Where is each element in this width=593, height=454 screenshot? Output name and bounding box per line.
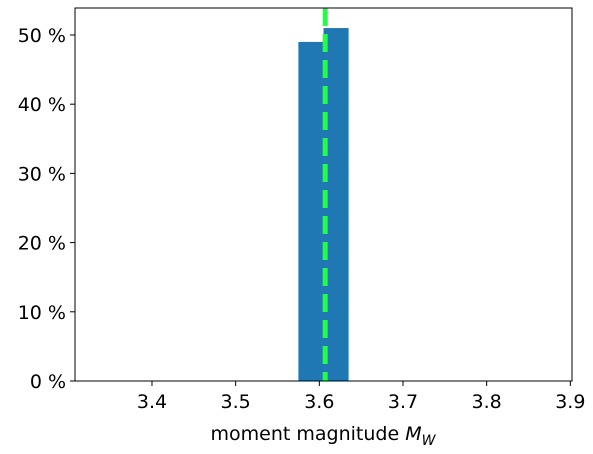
x-label-text: moment magnitude — [211, 423, 400, 445]
x-tick-label: 3.6 — [304, 391, 334, 413]
plot-frame — [74, 7, 573, 382]
x-label-subscript: W — [422, 433, 437, 449]
y-tick-label: 40 % — [18, 94, 66, 116]
x-tick-label: 3.5 — [221, 391, 251, 413]
x-tick-label: 3.7 — [388, 391, 418, 413]
y-tick-label: 10 % — [18, 302, 66, 324]
y-tick-label: 20 % — [18, 233, 66, 255]
x-tick-label: 3.4 — [137, 391, 167, 413]
y-tick-label: 0 % — [30, 371, 66, 393]
x-tick-label: 3.9 — [555, 391, 585, 413]
x-tick-label: 3.8 — [472, 391, 502, 413]
bar — [298, 41, 324, 382]
x-label-symbol: M — [405, 423, 421, 445]
y-tick-label: 30 % — [18, 163, 66, 185]
bar — [323, 28, 349, 382]
y-tick-label: 50 % — [18, 25, 66, 47]
x-axis-label: moment magnitude MW — [211, 423, 437, 449]
